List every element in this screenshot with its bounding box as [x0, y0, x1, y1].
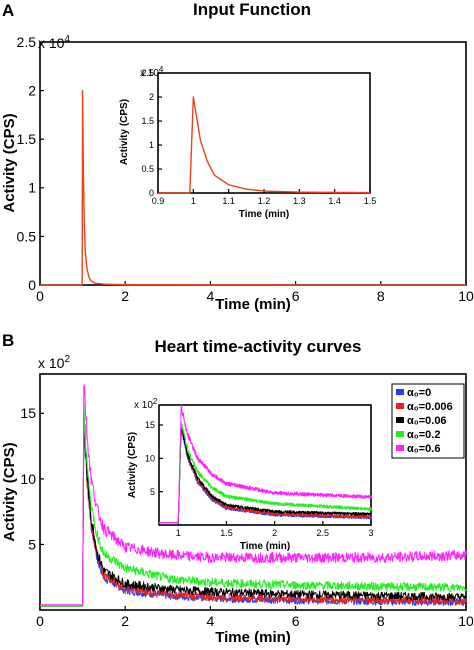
panel-a-y-tick-label: 2.5	[17, 34, 37, 50]
panel-b-inset-xlabel: Time (min)	[240, 541, 290, 552]
panel-a-xlabel: Time (min)	[215, 296, 291, 313]
panel-b-label: B	[2, 331, 14, 350]
legend-swatch-3	[396, 431, 404, 437]
panel-b-x-tick-label: 6	[292, 613, 300, 629]
panel-b-inset-series-line-3	[158, 421, 372, 524]
panel-a-x-tick-label: 0	[36, 288, 44, 304]
panel-b-x-tick-label: 4	[207, 613, 215, 629]
panel-a-x-tick-label: 6	[292, 288, 300, 304]
panel-b-inset: x 102 5 10 15 1 1.5 2 2.5 3 Time (min) Activit…	[127, 397, 374, 552]
panel-a-label: A	[2, 1, 14, 20]
panel-b-inset-x-tick-label: 1.5	[220, 528, 233, 538]
panel-b-inset-x-tick-label: 2.5	[317, 528, 330, 538]
panel-b-inset-y-tick-label: 10	[145, 453, 155, 463]
panel-b: B Heart time-activity curves x 102 51015…	[1, 331, 474, 646]
panel-a-inset-x-tick-label: 1.3	[293, 196, 306, 206]
panel-a-inset-x-tick-label: 1.1	[222, 196, 235, 206]
legend-label-1: α₀=0.006	[407, 401, 453, 413]
panel-b-y-tick-label: 15	[20, 405, 36, 421]
panel-a-y-tick-label: 1	[28, 180, 36, 196]
panel-a-y-multiplier-exp: 4	[64, 34, 70, 45]
legend-label-4: α₀=0.6	[407, 443, 440, 455]
panel-a-y-tick-label: 0.5	[17, 228, 37, 244]
panel-b-x-tick-label: 2	[121, 613, 129, 629]
legend-swatch-0	[396, 389, 404, 395]
panel-a-x-tick-label: 8	[377, 288, 385, 304]
panel-a-inset-y-tick-label: 1.5	[141, 116, 154, 126]
panel-b-x-tick-label: 8	[377, 613, 385, 629]
legend-label-3: α₀=0.2	[407, 429, 440, 441]
panel-a-title: Input Function	[193, 0, 311, 19]
legend-label-0: α₀=0	[407, 387, 431, 399]
panel-b-y-tick-label: 5	[28, 536, 36, 552]
panel-b-series-line-4	[39, 384, 467, 606]
panel-a-inset-ylabel: Activity (CPS)	[119, 99, 130, 165]
panel-a-inset-y-tick-label: 0.5	[141, 164, 154, 174]
panel-a-x-tick-label: 2	[121, 288, 129, 304]
panel-b-x-tick-label: 0	[36, 613, 44, 629]
panel-a-inset-y-multiplier-exp: 4	[159, 65, 164, 74]
panel-a-y-tick-label: 1.5	[17, 131, 37, 147]
panel-b-inset-y-tick-label: 5	[150, 487, 155, 497]
panel-b-inset-x-tick-label: 1	[176, 528, 181, 538]
panel-a-inset-y-multiplier: x 104	[140, 65, 164, 79]
panel-a-y-tick-label: 0	[28, 277, 36, 293]
panel-b-legend: α₀=0 α₀=0.006 α₀=0.06 α₀=0.2 α₀=0.6	[391, 383, 465, 459]
panel-a-y-multiplier: x 104	[38, 34, 70, 51]
panel-b-inset-series-line-1	[158, 423, 372, 524]
legend-swatch-1	[396, 403, 404, 409]
panel-b-x-tick-label: 10	[458, 613, 474, 629]
panel-b-inset-ylabel: Activity (CPS)	[127, 432, 138, 498]
panel-a-inset-x-tick-label: 1.4	[328, 196, 341, 206]
panel-a: A Input Function x 104 0 0.5 1 1.5 2 2.5 0 2 4 6…	[1, 0, 474, 313]
panel-b-ylabel: Activity (CPS)	[1, 442, 18, 541]
panel-a-inset-xlabel: Time (min)	[239, 209, 289, 220]
panel-a-series-line-0	[40, 89, 466, 286]
panel-a-inset-x-tick-label: 0.9	[152, 196, 165, 206]
legend-swatch-2	[396, 417, 404, 423]
panel-a-x-tick-label: 4	[207, 288, 215, 304]
panel-a-x-tick-label: 10	[458, 288, 474, 304]
panel-a-y-tick-label: 2	[28, 83, 36, 99]
panel-a-inset-y-tick-label: 2	[149, 92, 154, 102]
panel-b-inset-y-multiplier-exp: 2	[153, 397, 158, 406]
panel-a-inset-x-tick-label: 1.5	[364, 196, 377, 206]
panel-b-inset-y-tick-label: 15	[145, 420, 155, 430]
panel-b-y-tick-label: 10	[20, 471, 36, 487]
panel-b-title: Heart time-activity curves	[155, 337, 362, 356]
panel-b-inset-x-tick-label: 3	[368, 528, 373, 538]
panel-b-y-multiplier: x 102	[38, 354, 70, 371]
panel-b-inset-series-line-4	[158, 404, 372, 523]
panel-a-inset: x 104 0 0.5 1 1.5 2 2.5 0.9 1 1.1 1.2 1.3 1.4 1.5 T…	[119, 65, 376, 220]
panel-b-plot-frame	[39, 373, 467, 611]
panel-a-inset-y-tick-label: 2.5	[141, 68, 154, 78]
panel-a-inset-x-tick-label: 1.2	[258, 196, 271, 206]
panel-a-inset-x-tick-label: 1	[191, 196, 196, 206]
panel-a-inset-y-tick-label: 1	[149, 140, 154, 150]
panel-b-series-line-3	[39, 404, 467, 607]
panel-a-inset-series-line-0	[157, 96, 371, 194]
panel-b-inset-series-line-2	[158, 423, 372, 524]
legend-label-2: α₀=0.06	[407, 415, 447, 427]
panel-b-xlabel: Time (min)	[215, 629, 291, 646]
legend-swatch-4	[396, 445, 404, 451]
panel-a-inset-frame	[157, 72, 371, 194]
panel-a-inset-y-tick-label: 0	[149, 188, 154, 198]
panel-b-inset-y-multiplier: x 102	[134, 397, 158, 411]
panel-b-series-line-2	[39, 409, 467, 607]
panel-a-ylabel: Activity (CPS)	[1, 113, 18, 212]
panel-b-inset-x-tick-label: 2	[272, 528, 277, 538]
panel-b-y-multiplier-exp: 2	[64, 354, 70, 365]
